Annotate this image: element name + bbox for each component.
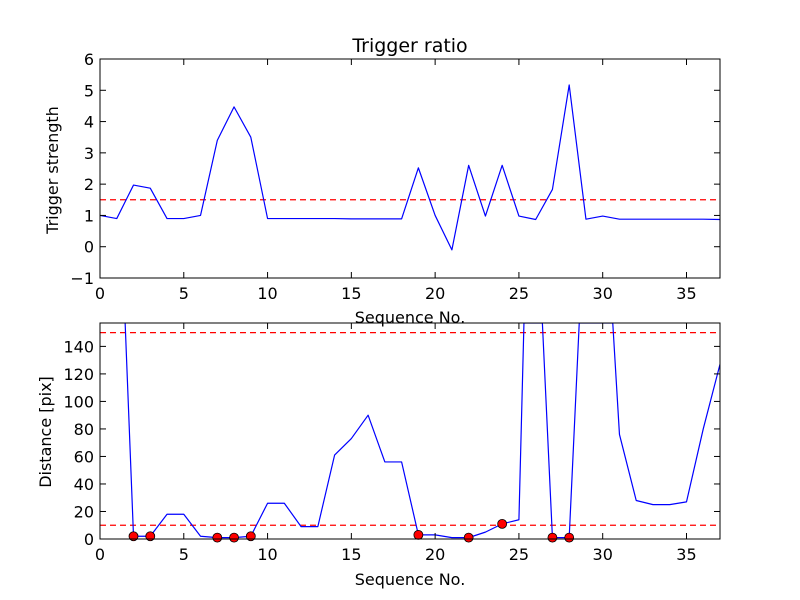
x-tick-label: 30 (593, 284, 613, 303)
x-tick-label: 25 (509, 545, 529, 564)
x-tick-label: 0 (95, 545, 105, 564)
plot-area (100, 323, 720, 539)
x-axis-label-top: Sequence No. (355, 308, 466, 327)
data-point-marker (229, 532, 239, 543)
x-tick-label: 0 (95, 284, 105, 303)
x-tick-label: 30 (593, 545, 613, 564)
data-point-marker (145, 531, 156, 542)
y-tick-label: 80 (74, 420, 94, 439)
y-tick-label: 4 (84, 113, 94, 132)
plot-frame (99, 58, 721, 279)
data-point-marker (564, 532, 575, 543)
x-axis-label-bottom: Sequence No. (355, 570, 466, 589)
x-tick-label: 15 (341, 284, 361, 303)
y-tick-label: 120 (63, 365, 94, 384)
data-point-marker (463, 532, 474, 543)
trigger-ratio-subplot: Trigger ratio Sequence No. Trigger stren… (43, 35, 721, 327)
x-tick-label: 10 (257, 284, 277, 303)
data-point-marker (547, 532, 558, 543)
y-tick-label: 0 (84, 238, 94, 257)
x-tick-label: 35 (676, 545, 696, 564)
y-tick-label: 100 (63, 392, 94, 411)
y-tick-label: 0 (84, 530, 94, 549)
plot-area (100, 84, 720, 251)
y-tick-label: 6 (84, 50, 94, 69)
data-point-marker (245, 531, 256, 542)
data-point-marker (413, 529, 424, 540)
chart-title: Trigger ratio (351, 35, 467, 57)
series-line (100, 84, 720, 251)
y-tick-label: 60 (74, 447, 94, 466)
series-line (124, 323, 720, 539)
x-tick-label: 35 (676, 284, 696, 303)
y-tick-label: 40 (74, 475, 94, 494)
plot-frame (99, 322, 721, 540)
distance-subplot: Sequence No. Distance [pix] 0 5 10 15 20 25 30… (36, 322, 721, 589)
y-tick-label: 20 (74, 502, 94, 521)
y-tick-label: 3 (84, 144, 94, 163)
y-tick-label: 140 (63, 337, 94, 356)
x-tick-label: 5 (179, 545, 189, 564)
x-tick-label: 10 (257, 545, 277, 564)
y-axis-label-bottom: Distance [pix] (36, 376, 55, 488)
y-tick-label: 5 (84, 81, 94, 100)
y-axis-label-top: Trigger strength (43, 106, 62, 235)
x-tick-label: 5 (179, 284, 189, 303)
y-tick-label: 1 (84, 206, 94, 225)
x-tick-label: 15 (341, 545, 361, 564)
x-tick-label: 20 (425, 545, 445, 564)
y-tick-label: 2 (84, 175, 94, 194)
data-point-marker (128, 531, 139, 542)
data-point-marker (497, 518, 508, 529)
y-tick-label: −1 (70, 269, 94, 288)
x-tick-label: 20 (425, 284, 445, 303)
x-tick-label: 25 (509, 284, 529, 303)
data-point-marker (212, 532, 223, 543)
